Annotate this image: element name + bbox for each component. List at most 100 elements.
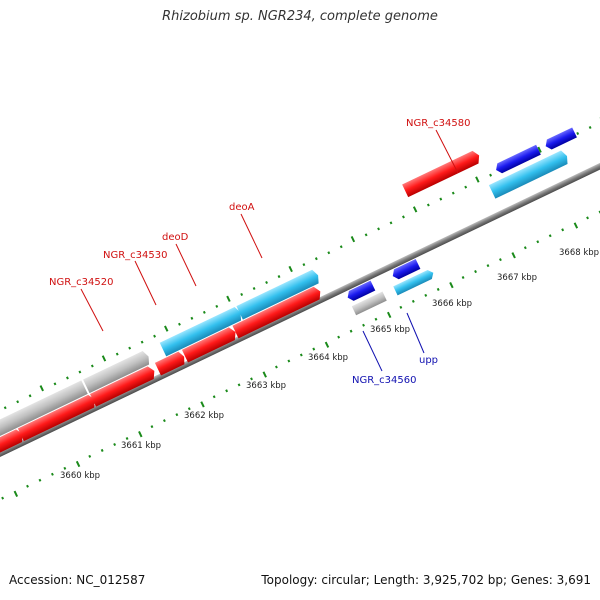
cds-reverse[interactable] (543, 127, 577, 151)
cds-forward-NGR_c34520[interactable] (89, 365, 157, 407)
scale-label: 3660 kbp (60, 471, 100, 481)
gene-label[interactable]: NGR_c34580 (406, 118, 471, 129)
gene-labels: NGR_c34520 NGR_c34530 deoD deoA NGR_c345… (49, 118, 471, 386)
major-tick (288, 265, 293, 273)
pseudo-feature[interactable] (0, 380, 88, 450)
minor-tick (190, 316, 194, 320)
leader-line (175, 243, 197, 287)
major-tick (75, 460, 81, 468)
major-tick (573, 222, 579, 229)
major-tick (13, 490, 19, 497)
minor-tick (424, 293, 428, 297)
minor-tick (364, 233, 368, 237)
pseudo-feature[interactable] (83, 350, 152, 394)
map-title: Rhizobium sp. NGR234, complete genome (162, 9, 438, 24)
minor-tick (548, 234, 552, 238)
cds-forward[interactable] (0, 428, 26, 463)
minor-tick (337, 335, 341, 339)
minor-tick (153, 334, 156, 338)
minor-tick (162, 419, 166, 423)
minor-tick (536, 240, 540, 244)
rna-feature-upp[interactable] (393, 268, 435, 296)
leader-line (406, 312, 425, 354)
scale-label: 3667 kbp (497, 273, 537, 283)
minor-tick (53, 382, 57, 386)
label-leaders (80, 129, 459, 372)
minor-tick (178, 322, 181, 326)
scale-label: 3661 kbp (121, 441, 161, 451)
minor-tick (250, 377, 253, 381)
minor-tick (212, 395, 216, 399)
major-tick (475, 176, 480, 183)
minor-tick (274, 365, 278, 369)
minor-tick (78, 370, 82, 374)
tick-row-upper (3, 116, 600, 410)
minor-tick (327, 251, 331, 255)
minor-tick (561, 228, 565, 232)
minor-tick (113, 442, 117, 446)
minor-tick (277, 275, 281, 279)
cds-reverse[interactable] (494, 144, 541, 175)
cds-forward-deoA[interactable] (232, 285, 323, 339)
minor-tick (374, 317, 378, 321)
gene-label[interactable]: NGR_c34520 (49, 277, 114, 288)
minor-tick (63, 466, 67, 470)
major-tick (138, 431, 143, 438)
minor-tick (66, 376, 69, 380)
rna-feature[interactable] (488, 149, 570, 199)
minor-tick (287, 359, 291, 363)
minor-tick (486, 264, 490, 268)
gene-label[interactable]: deoD (162, 232, 189, 243)
pseudo-feature-NGR_c34560[interactable] (351, 291, 387, 316)
genome-summary: Topology: circular; Length: 3,925,702 bp… (261, 573, 591, 587)
minor-tick (125, 437, 129, 441)
scale-label: 3666 kbp (432, 299, 472, 309)
cds-forward-deoD[interactable] (181, 326, 239, 363)
accession-label: Accession: NC_012587 (9, 573, 146, 587)
gene-label[interactable]: deoA (229, 202, 255, 213)
major-tick (511, 252, 516, 259)
cds-forward[interactable] (17, 393, 98, 442)
gene-label[interactable]: upp (419, 355, 438, 366)
leader-line (240, 213, 263, 259)
minor-tick (499, 258, 502, 262)
minor-tick (265, 281, 268, 285)
cds-forward-NGR_c34580[interactable] (402, 149, 482, 198)
major-tick (39, 385, 44, 392)
scale-label: 3662 kbp (184, 411, 224, 421)
minor-tick (252, 286, 256, 291)
cds-reverse[interactable] (390, 259, 421, 281)
minor-tick (150, 425, 154, 429)
minor-tick (461, 276, 465, 280)
minor-tick (349, 329, 353, 333)
gene-label[interactable]: NGR_c34530 (103, 250, 168, 261)
leader-line (134, 260, 157, 306)
major-tick (226, 295, 231, 302)
feature-track-forward (0, 149, 482, 463)
minor-tick (439, 197, 443, 201)
minor-tick (436, 287, 440, 291)
major-tick (200, 401, 205, 408)
minor-tick (28, 394, 32, 398)
cds-forward-NGR_c34530[interactable] (154, 350, 187, 376)
feature-track-outer (0, 149, 570, 450)
cds-reverse[interactable] (345, 280, 376, 303)
minor-tick (3, 406, 7, 410)
major-tick (387, 311, 392, 319)
minor-tick (464, 185, 468, 189)
minor-tick (314, 257, 318, 261)
scale-labels: 3660 kbp 3661 kbp 3662 kbp 3663 kbp 3664… (60, 248, 599, 481)
minor-tick (576, 131, 580, 135)
major-tick (324, 341, 330, 348)
major-tick (101, 355, 107, 362)
minor-tick (402, 215, 405, 219)
minor-tick (26, 484, 29, 488)
minor-tick (312, 347, 316, 351)
rna-feature-deoA[interactable] (236, 268, 321, 320)
minor-tick (389, 221, 393, 225)
gene-label[interactable]: NGR_c34560 (352, 375, 417, 386)
rna-feature-deoD[interactable] (159, 306, 244, 357)
minor-tick (588, 125, 592, 130)
minor-tick (426, 203, 430, 207)
